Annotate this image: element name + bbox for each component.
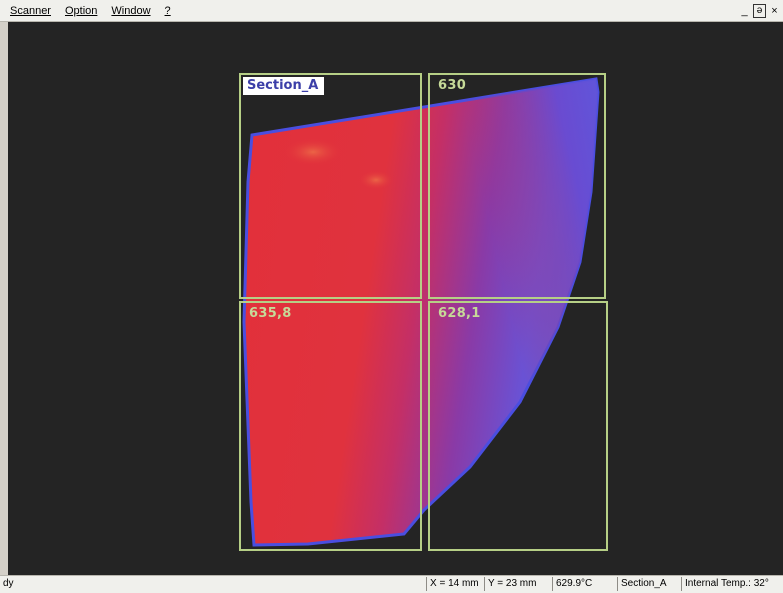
status-section: Section_A [617,577,681,591]
menu-help-label: ? [165,5,171,17]
zone-top-right[interactable]: 630 [428,73,606,299]
zone-bottom-left[interactable]: 635,8 [239,301,422,551]
zone-bottom-right[interactable]: 628,1 [428,301,608,551]
close-button[interactable]: × [768,4,781,18]
zone-section-a[interactable]: Section_A [239,73,422,299]
status-internal-temp: Internal Temp.: 32° [681,577,783,591]
zone-temperature-value: 635,8 [249,306,292,321]
status-ready-text: dy [3,576,14,592]
zone-temperature-value: 628,1 [438,306,481,321]
menu-bar: Scanner Option Window ? _ ə × [0,0,783,22]
window-controls: _ ə × [738,0,783,22]
menu-help[interactable]: ? [157,0,177,22]
menu-scanner[interactable]: Scanner [0,0,57,22]
thermal-viewport[interactable]: Section_A 630 635,8 628,1 [8,22,783,575]
status-temperature: 629.9°C [552,577,614,591]
status-bar: dy X = 14 mm Y = 23 mm 629.9°C Section_A… [0,575,783,593]
restore-button[interactable]: ə [753,4,766,18]
menu-window[interactable]: Window [103,0,156,22]
menu-window-label: Window [111,5,150,17]
menu-option[interactable]: Option [57,0,103,22]
menu-scanner-label: Scanner [10,5,51,17]
zone-temperature-value: 630 [438,78,466,93]
status-x-coordinate: X = 14 mm [426,577,486,591]
zone-name-label: Section_A [243,77,324,95]
minimize-button[interactable]: _ [738,4,751,18]
status-y-coordinate: Y = 23 mm [484,577,554,591]
menu-option-label: Option [65,5,97,17]
